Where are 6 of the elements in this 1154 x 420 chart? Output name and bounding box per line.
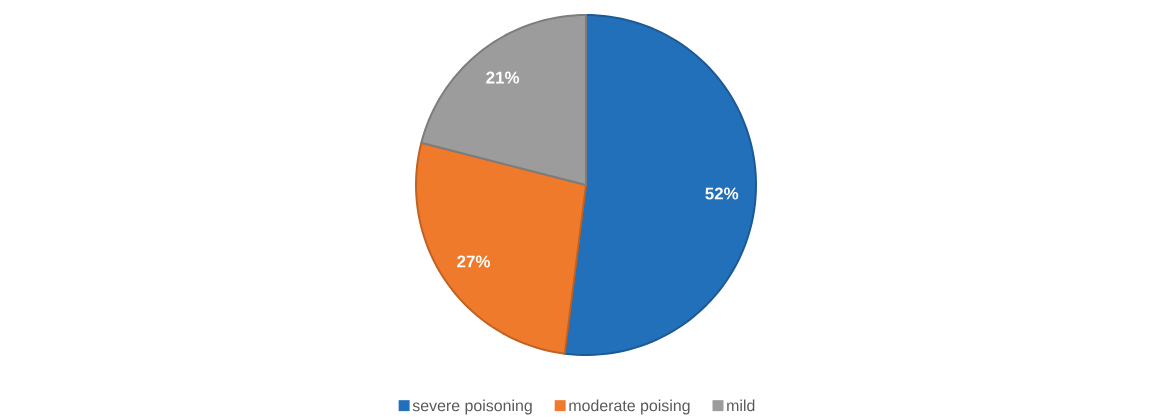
- legend-label: severe poisoning: [412, 399, 532, 415]
- data-label: 27%: [457, 255, 491, 268]
- data-label: 21%: [486, 71, 520, 84]
- data-label: 52%: [705, 187, 739, 200]
- legend-label: moderate poising: [569, 399, 690, 415]
- legend-label: mild: [727, 399, 755, 412]
